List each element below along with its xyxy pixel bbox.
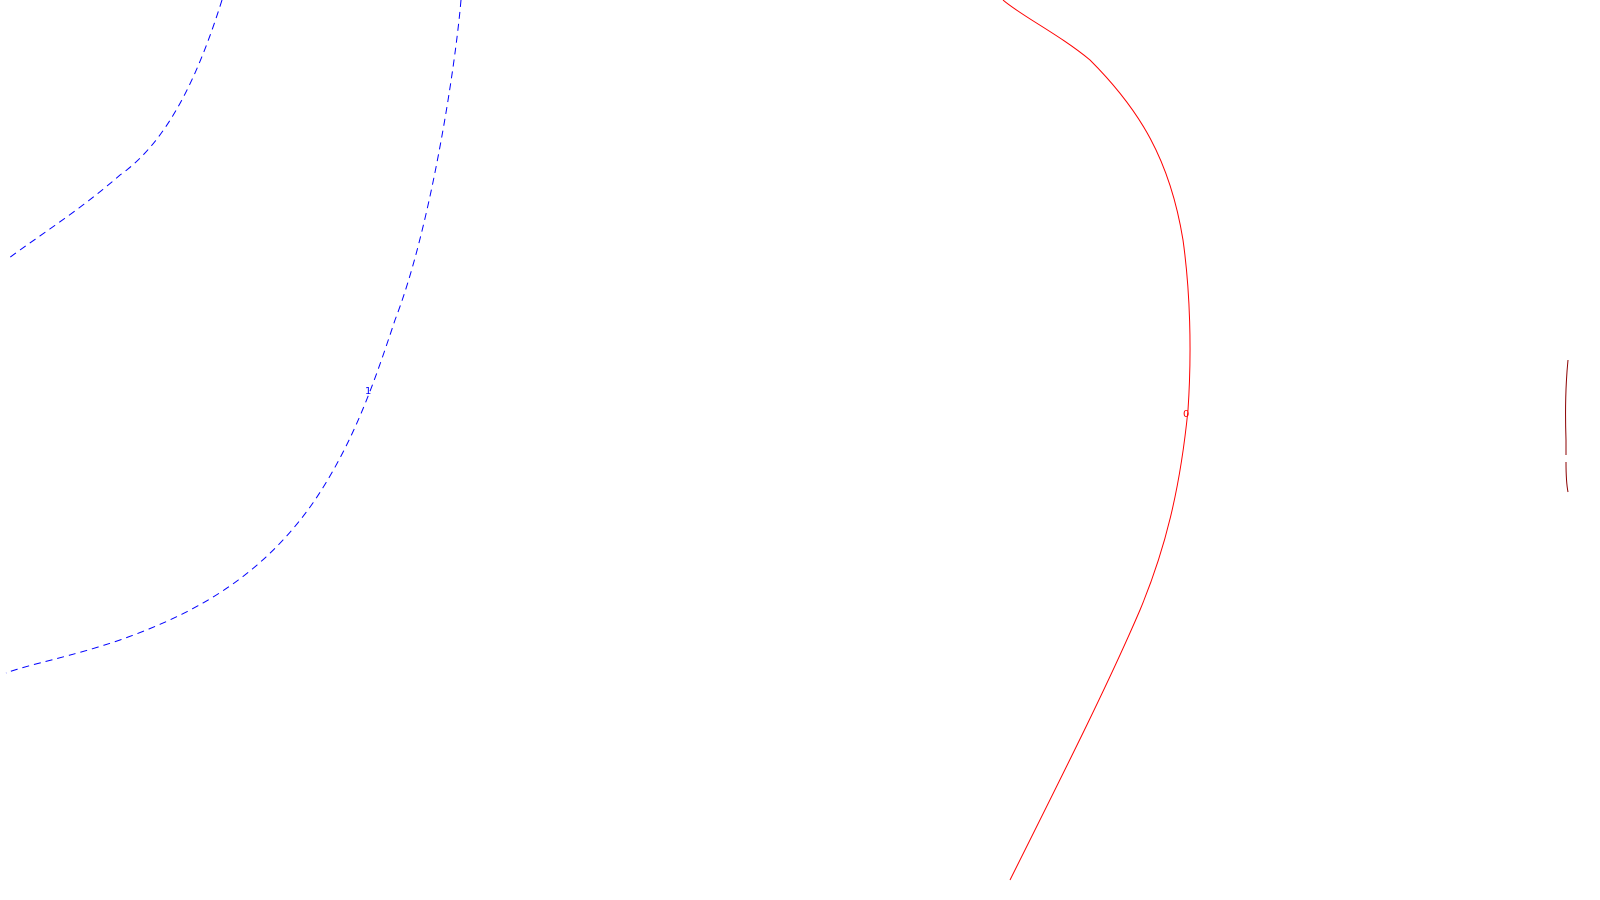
contour-line-level-1-upper <box>8 0 223 259</box>
contour-line-level-0 <box>1002 0 1191 881</box>
contour-line-right-edge <box>1565 359 1569 493</box>
contour-label-level-1: 1 <box>365 386 371 397</box>
contour-line-level-1-lower <box>5 0 462 674</box>
contour-label-level-0: 0 <box>1183 409 1189 420</box>
